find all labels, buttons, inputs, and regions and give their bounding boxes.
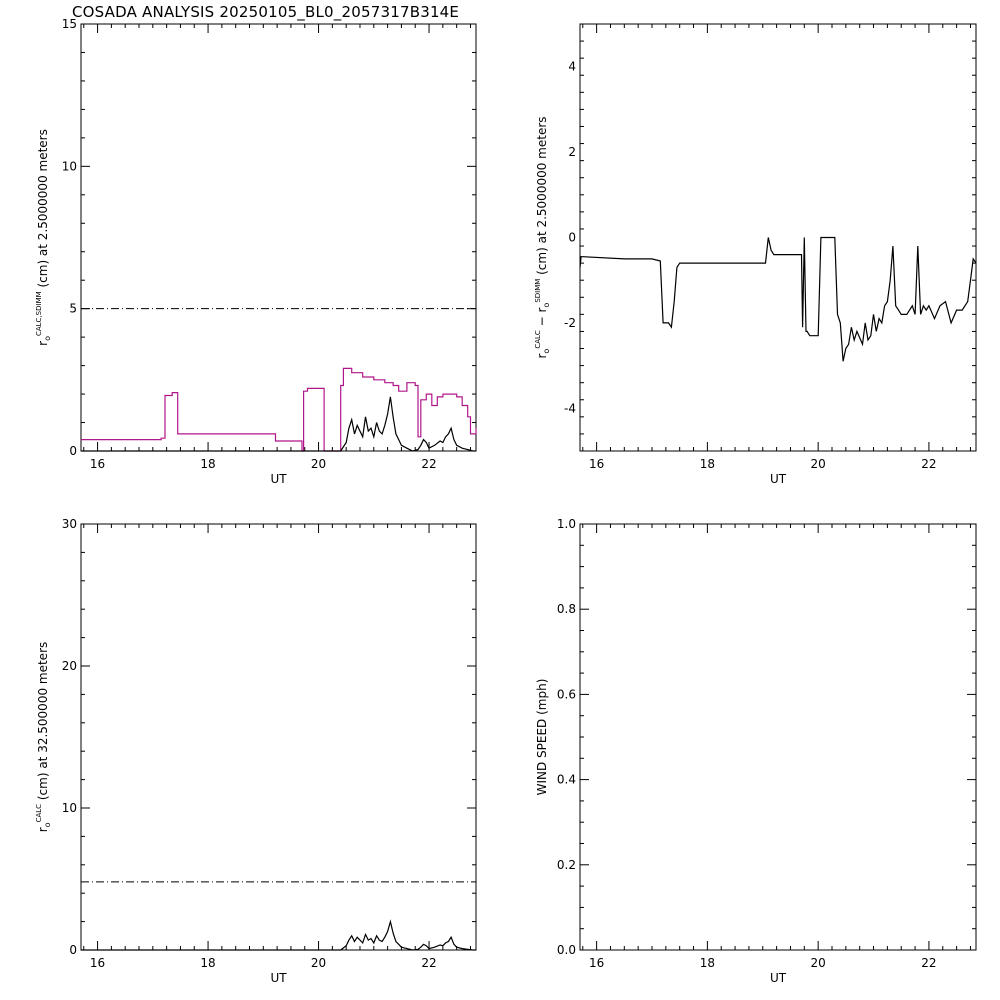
- y-axis-label-part: CALC,SDIMM: [35, 291, 43, 336]
- x-axis-label: UT: [770, 472, 787, 486]
- y-tick-label: 0.0: [557, 943, 576, 957]
- series-line-sdimm: [81, 367, 477, 452]
- y-axis-label-part: o: [43, 822, 52, 827]
- y-tick-label: -2: [564, 316, 576, 330]
- x-axis-label: UT: [270, 971, 287, 985]
- y-tick-label: 0: [69, 444, 77, 458]
- y-axis-label: roCALC (cm) at 32.500000 meters: [35, 642, 52, 833]
- y-tick-label: 5: [69, 302, 77, 316]
- y-axis-label-part: (cm) at 2.5000000 meters: [535, 116, 549, 278]
- x-tick-label: 16: [589, 457, 604, 471]
- plot-frame: [579, 523, 977, 951]
- x-tick-label: 18: [200, 956, 215, 970]
- figure-title: COSADA ANALYSIS 20250105_BL0_2057317B314…: [72, 3, 460, 21]
- y-axis-label-part: −: [535, 313, 549, 331]
- x-tick-label: 20: [311, 956, 326, 970]
- y-axis-label-part: (cm) at 2.5000000 meters: [36, 129, 50, 291]
- y-axis-label: roCALC,SDIMM (cm) at 2.5000000 meters: [35, 129, 52, 346]
- x-tick-label: 20: [811, 457, 826, 471]
- chart-panel-r0-calc-32m: 16 18 20 22 0 10 20 30 UT roCALC (cm) at 32.50000…: [35, 517, 477, 985]
- x-tick-label: 20: [311, 457, 326, 471]
- x-tick-label: 22: [421, 457, 436, 471]
- x-tick-label: 16: [90, 956, 105, 970]
- y-tick-label: 1.0: [557, 517, 576, 531]
- y-axis-label-part: CALC: [35, 804, 43, 823]
- y-axis-label-part: o: [542, 349, 551, 354]
- x-tick-label: 22: [421, 956, 436, 970]
- y-tick-label: 2: [568, 145, 576, 159]
- x-tick-label: 16: [90, 457, 105, 471]
- y-axis-label-part: r: [535, 354, 549, 359]
- chart-panel-r0-calc-sdimm: 16 18 20 22 0 5 10 15 UT roCALC,SDIMM (cm) at 2.5…: [35, 17, 477, 486]
- series-line-calc: [81, 919, 476, 951]
- x-axis-label: UT: [770, 971, 787, 985]
- y-tick-label: 0: [69, 943, 77, 957]
- y-axis-label-part: (cm) at 32.500000 meters: [36, 642, 50, 804]
- y-axis-label-part: SDIMM: [534, 279, 542, 303]
- x-tick-label: 16: [589, 956, 604, 970]
- y-axis-label-part: r: [36, 341, 50, 346]
- y-axis-label-part: r: [36, 827, 50, 832]
- y-tick-label: 10: [62, 159, 77, 173]
- y-axis-label-part: CALC: [534, 330, 542, 349]
- y-axis-label-part: o: [542, 303, 551, 308]
- plot-frame: [579, 23, 977, 452]
- x-tick-label: 18: [700, 956, 715, 970]
- y-axis-label: roCALC − roSDIMM (cm) at 2.5000000 meter…: [534, 116, 551, 358]
- y-tick-label: 10: [62, 801, 77, 815]
- x-tick-label: 18: [700, 457, 715, 471]
- series-line-diff: [579, 236, 977, 362]
- x-axis-label: UT: [270, 472, 287, 486]
- y-axis-label: WIND SPEED (mph): [535, 679, 549, 796]
- y-tick-label: 15: [62, 17, 77, 31]
- chart-panel-wind-speed: 16 18 20 22 0.0 0.2 0.4 0.6 0.8 1.0 UT WIND SPEED (…: [535, 517, 977, 985]
- series-line-calc: [81, 396, 476, 452]
- y-axis-label-part: o: [43, 336, 52, 341]
- y-tick-label: 0.2: [557, 858, 576, 872]
- y-tick-label: 0: [568, 231, 576, 245]
- y-tick-label: 0.8: [557, 602, 576, 616]
- y-tick-label: 20: [62, 659, 77, 673]
- plot-frame: [80, 23, 477, 452]
- x-tick-label: 20: [811, 956, 826, 970]
- x-tick-label: 22: [921, 457, 936, 471]
- y-tick-label: 0.6: [557, 687, 576, 701]
- y-tick-label: -4: [564, 401, 576, 415]
- plot-frame: [80, 523, 477, 951]
- y-tick-label: 30: [62, 517, 77, 531]
- y-axis-label-part: r: [535, 308, 549, 313]
- x-tick-label: 18: [200, 457, 215, 471]
- y-tick-label: 4: [568, 60, 576, 74]
- x-tick-label: 22: [921, 956, 936, 970]
- y-tick-label: 0.4: [557, 773, 576, 787]
